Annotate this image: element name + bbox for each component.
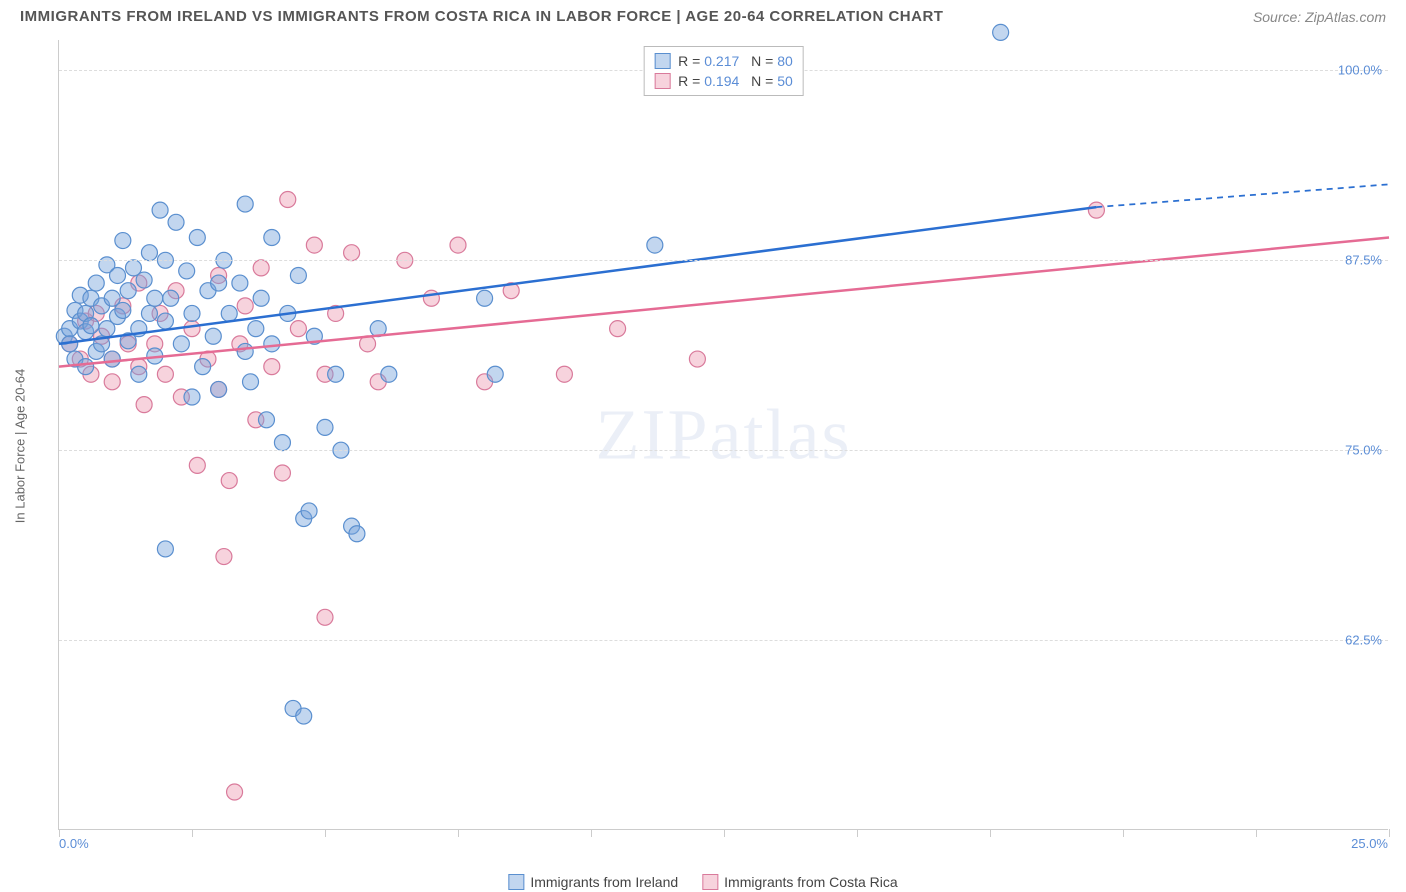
chart-area: R = 0.217 N = 80 R = 0.194 N = 50 ZIPatl… (58, 40, 1388, 830)
x-tick-label: 0.0% (59, 836, 89, 851)
swatch-costarica-icon (702, 874, 718, 890)
y-tick-label: 100.0% (1338, 63, 1382, 78)
r-stat-ireland: R = 0.217 (678, 53, 739, 69)
y-tick-label: 62.5% (1345, 633, 1382, 648)
legend-bottom: Immigrants from Ireland Immigrants from … (508, 874, 897, 890)
chart-title: IMMIGRANTS FROM IRELAND VS IMMIGRANTS FR… (20, 8, 943, 25)
swatch-ireland (654, 53, 670, 69)
legend-row-costarica: R = 0.194 N = 50 (654, 71, 793, 91)
r-stat-costarica: R = 0.194 (678, 73, 739, 89)
source-label: Source: ZipAtlas.com (1253, 9, 1386, 25)
scatter-plot-svg (59, 40, 1388, 829)
swatch-ireland-icon (508, 874, 524, 890)
y-tick-label: 75.0% (1345, 443, 1382, 458)
y-tick-label: 87.5% (1345, 253, 1382, 268)
x-tick-label: 25.0% (1351, 836, 1388, 851)
legend-label-costarica: Immigrants from Costa Rica (724, 874, 897, 890)
legend-item-costarica: Immigrants from Costa Rica (702, 874, 897, 890)
swatch-costarica (654, 73, 670, 89)
n-stat-ireland: N = 80 (747, 53, 793, 69)
legend-label-ireland: Immigrants from Ireland (530, 874, 678, 890)
legend-row-ireland: R = 0.217 N = 80 (654, 51, 793, 71)
n-stat-costarica: N = 50 (747, 73, 793, 89)
legend-correlation-box: R = 0.217 N = 80 R = 0.194 N = 50 (643, 46, 804, 96)
y-axis-title: In Labor Force | Age 20-64 (13, 369, 28, 523)
legend-item-ireland: Immigrants from Ireland (508, 874, 678, 890)
